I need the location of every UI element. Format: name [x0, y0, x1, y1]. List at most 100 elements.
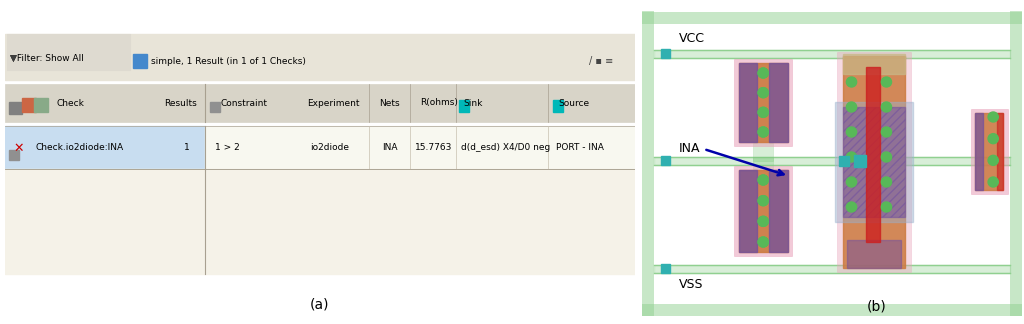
Circle shape: [988, 134, 998, 144]
Circle shape: [758, 68, 768, 78]
Text: Source: Source: [558, 98, 589, 108]
Circle shape: [758, 175, 768, 185]
Text: ✕: ✕: [13, 142, 24, 155]
Text: (a): (a): [309, 297, 330, 311]
Text: VSS: VSS: [679, 277, 703, 291]
Text: Nets: Nets: [379, 98, 399, 108]
Text: INA: INA: [679, 143, 700, 156]
Text: PORT - INA: PORT - INA: [556, 144, 604, 153]
Circle shape: [847, 102, 857, 112]
Text: (b): (b): [866, 299, 886, 313]
Text: ▼: ▼: [10, 53, 17, 63]
Bar: [654, 265, 1010, 273]
Polygon shape: [1010, 11, 1022, 316]
Bar: [5, 34, 635, 122]
Circle shape: [988, 177, 998, 187]
Circle shape: [988, 155, 998, 165]
Circle shape: [847, 77, 857, 87]
Bar: [848, 240, 901, 268]
Circle shape: [758, 107, 768, 117]
Text: d(d_esd) X4/D0 neg: d(d_esd) X4/D0 neg: [461, 144, 550, 153]
Circle shape: [758, 175, 768, 185]
Bar: [5, 169, 635, 274]
Circle shape: [847, 127, 857, 137]
Bar: [660, 264, 670, 273]
Circle shape: [882, 102, 892, 112]
Circle shape: [758, 88, 768, 98]
Circle shape: [882, 152, 892, 162]
Text: Check: Check: [56, 98, 84, 108]
Text: 1: 1: [184, 144, 190, 153]
Bar: [854, 155, 866, 167]
Bar: [654, 21, 1010, 306]
Bar: [7, 34, 130, 70]
Bar: [769, 170, 787, 252]
Bar: [734, 166, 792, 256]
Text: Check.io2diode:INA: Check.io2diode:INA: [36, 144, 124, 153]
Bar: [734, 59, 792, 146]
Bar: [210, 102, 220, 112]
Text: R(ohms): R(ohms): [420, 98, 458, 108]
Polygon shape: [642, 304, 1022, 316]
Text: Results: Results: [164, 98, 197, 108]
Bar: [975, 113, 983, 190]
Bar: [459, 100, 469, 112]
Circle shape: [882, 177, 892, 187]
Bar: [654, 50, 1010, 58]
Circle shape: [847, 177, 857, 187]
Bar: [836, 102, 913, 222]
Bar: [133, 54, 147, 68]
Circle shape: [758, 196, 768, 206]
Bar: [844, 54, 905, 74]
Polygon shape: [642, 11, 654, 316]
Bar: [9, 102, 22, 114]
Circle shape: [758, 127, 768, 137]
Bar: [975, 113, 1004, 190]
Text: Constraint: Constraint: [220, 98, 267, 108]
Bar: [34, 98, 48, 112]
Circle shape: [758, 216, 768, 226]
Bar: [9, 150, 19, 160]
Bar: [553, 100, 563, 112]
Text: / ▪ ≡: / ▪ ≡: [589, 56, 613, 66]
Bar: [5, 126, 205, 169]
Bar: [660, 156, 670, 165]
Text: 1 > 2: 1 > 2: [215, 144, 240, 153]
Circle shape: [882, 202, 892, 212]
Circle shape: [988, 112, 998, 122]
Text: INA: INA: [382, 144, 397, 153]
Bar: [22, 98, 36, 112]
Circle shape: [758, 216, 768, 226]
Bar: [654, 157, 1010, 165]
Circle shape: [758, 68, 768, 78]
Bar: [844, 107, 905, 217]
Bar: [753, 143, 773, 161]
Text: io2diode: io2diode: [310, 144, 349, 153]
Circle shape: [758, 196, 768, 206]
Circle shape: [758, 107, 768, 117]
Circle shape: [847, 152, 857, 162]
Bar: [660, 49, 670, 58]
Bar: [753, 157, 773, 169]
Bar: [997, 113, 1004, 190]
Text: ▼Filter: Show All: ▼Filter: Show All: [10, 53, 84, 63]
Circle shape: [758, 88, 768, 98]
Bar: [866, 67, 881, 242]
Bar: [738, 170, 787, 252]
Text: simple, 1 Result (in 1 of 1 Checks): simple, 1 Result (in 1 of 1 Checks): [151, 56, 305, 65]
Circle shape: [847, 202, 857, 212]
Bar: [971, 109, 1008, 194]
Text: VCC: VCC: [679, 31, 705, 44]
Circle shape: [758, 237, 768, 247]
Bar: [840, 156, 850, 166]
Polygon shape: [642, 12, 1022, 24]
Bar: [838, 52, 911, 272]
Text: Sink: Sink: [464, 98, 483, 108]
Circle shape: [882, 77, 892, 87]
Bar: [844, 56, 905, 268]
Bar: [5, 34, 635, 80]
Bar: [205, 126, 635, 169]
Text: 15.7763: 15.7763: [415, 144, 452, 153]
Circle shape: [758, 237, 768, 247]
Text: Experiment: Experiment: [307, 98, 359, 108]
